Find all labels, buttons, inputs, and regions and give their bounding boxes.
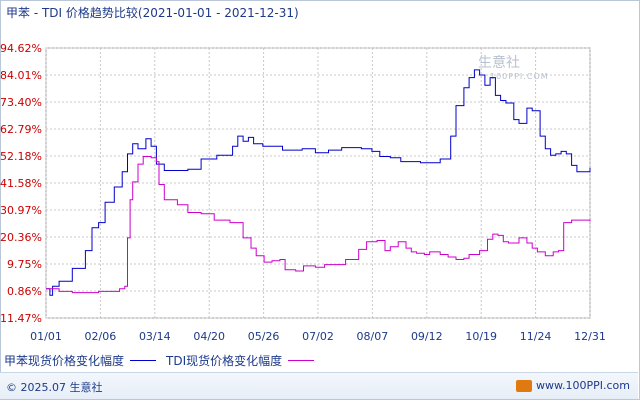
watermark-brand: 生意社 [478,55,520,71]
watermark: 生意社 100PPI.COM [478,52,549,81]
x-tick-label: 10/19 [465,330,497,343]
x-tick-label: 12/31 [574,330,606,343]
legend-swatch-toluene [130,360,157,361]
x-tick-label: 02/06 [85,330,117,343]
y-tick-label: -11.47% [0,312,42,325]
website-text: www.100PPI.com [536,379,630,392]
y-tick-label: 62.79% [0,123,42,136]
x-tick-label: 11/24 [520,330,552,343]
legend-label-toluene: 甲苯现货价格变化幅度 [4,354,125,368]
y-tick-label: 0.86% [7,285,42,298]
y-tick-label: 41.58% [0,177,42,190]
legend-item-tdi: TDI现货价格变化幅度 [166,352,315,369]
copyright-text: © 2025.07 生意社 [6,381,103,394]
y-tick-label: 52.18% [0,150,42,163]
y-axis-ticks: 94.62% 84.01% 73.40% 62.79% 52.18% 41.58% 30.9… [0,42,42,325]
series-line-tdi [46,156,591,294]
series-line-toluene [46,69,591,296]
watermark-url: 100PPI.COM [490,72,549,81]
y-tick-label: 73.40% [0,96,42,109]
series-lines [46,69,591,296]
legend-swatch-tdi [288,360,315,361]
chart-title: 甲苯 - TDI 价格趋势比较(2021-01-01 - 2021-12-31) [6,6,299,20]
legend-label-tdi: TDI现货价格变化幅度 [166,354,283,368]
logo-icon [516,379,533,392]
x-tick-label: 03/14 [139,330,171,343]
y-tick-label: 94.62% [0,42,42,55]
x-axis-ticks: 01/01 02/06 03/14 04/20 05/26 07/02 08/07 09/12… [30,330,606,343]
x-tick-label: 04/20 [193,330,225,343]
website-link[interactable]: www.100PPI.com [516,379,630,392]
legend-item-toluene: 甲苯现货价格变化幅度 [4,352,157,369]
y-tick-label: 20.36% [0,231,42,244]
y-tick-label: 9.75% [7,258,42,271]
footer: © 2025.07 生意社 www.100PPI.com [0,372,638,399]
y-tick-label: 84.01% [0,69,42,82]
x-tick-label: 08/07 [357,330,389,343]
x-tick-label: 09/12 [411,330,443,343]
x-tick-label: 07/02 [302,330,334,343]
grid-lines [45,47,591,319]
x-tick-label: 01/01 [30,330,62,343]
legend: 甲苯现货价格变化幅度 TDI现货价格变化幅度 [4,352,324,369]
y-tick-label: 30.97% [0,204,42,217]
x-tick-label: 05/26 [248,330,280,343]
